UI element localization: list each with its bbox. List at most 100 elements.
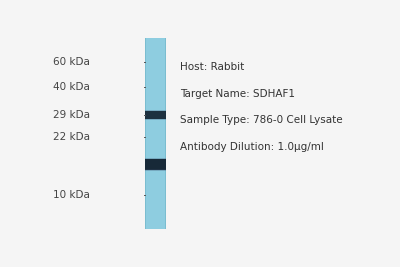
Bar (144, 68, 166, 69)
Bar (144, 201, 166, 202)
Bar (144, 212, 166, 213)
Bar (144, 135, 166, 136)
Bar (144, 178, 166, 179)
Bar (144, 206, 166, 207)
Bar (144, 184, 166, 185)
Bar (144, 214, 166, 215)
Bar (144, 38, 146, 229)
Bar (144, 226, 166, 227)
Bar (144, 40, 166, 41)
Bar (144, 107, 166, 108)
Bar (144, 52, 166, 53)
Bar (144, 44, 166, 45)
Bar (144, 193, 166, 194)
Bar (144, 133, 166, 134)
Bar (144, 97, 166, 98)
Bar (144, 81, 166, 82)
Bar (144, 69, 166, 70)
Bar (144, 116, 166, 117)
Bar (144, 55, 166, 56)
Bar (144, 86, 166, 87)
Bar (144, 49, 166, 50)
Bar (144, 90, 166, 91)
Bar (144, 62, 166, 63)
Bar (144, 72, 166, 73)
Text: Antibody Dilution: 1.0µg/ml: Antibody Dilution: 1.0µg/ml (180, 142, 324, 152)
Bar (144, 146, 166, 147)
Bar (144, 98, 166, 99)
Bar (144, 129, 166, 130)
Bar (144, 228, 166, 229)
Bar (144, 94, 166, 95)
Bar (144, 175, 166, 176)
Bar (144, 89, 166, 90)
Bar (144, 225, 166, 226)
Bar (144, 122, 166, 123)
Bar (144, 167, 166, 168)
Bar (144, 171, 166, 172)
Bar (144, 182, 166, 183)
Bar (144, 103, 166, 104)
Bar (144, 143, 166, 144)
Bar (144, 169, 166, 171)
Bar (144, 188, 166, 189)
Bar (144, 113, 166, 114)
Bar (144, 127, 166, 128)
Text: 60 kDa: 60 kDa (53, 57, 90, 67)
Bar (144, 174, 166, 175)
Bar (144, 176, 166, 177)
Bar (144, 162, 166, 163)
Bar (144, 119, 166, 120)
Bar (144, 219, 166, 220)
Bar (144, 218, 166, 219)
Bar (144, 73, 166, 74)
Bar (144, 191, 166, 192)
Bar (144, 46, 166, 47)
Bar (144, 145, 166, 146)
Bar (144, 208, 166, 209)
Bar (144, 99, 166, 100)
Bar (144, 137, 166, 138)
Bar (144, 128, 166, 129)
Bar (144, 195, 166, 196)
Bar (144, 61, 166, 62)
Bar (144, 71, 166, 72)
Bar (144, 147, 166, 148)
Bar (144, 221, 166, 222)
Bar (144, 58, 166, 59)
Bar (144, 200, 166, 201)
Bar (144, 153, 166, 154)
Bar (144, 140, 166, 141)
Bar (144, 53, 166, 54)
Bar (144, 92, 166, 93)
Bar (144, 186, 166, 187)
Bar (144, 177, 166, 178)
Bar (144, 130, 166, 131)
Bar (165, 38, 166, 229)
Bar (144, 165, 166, 166)
Bar (144, 160, 166, 161)
Bar (144, 220, 166, 221)
Bar (144, 42, 166, 43)
Bar (144, 54, 166, 55)
Bar (144, 181, 166, 182)
Bar (144, 56, 166, 57)
Bar (144, 148, 166, 149)
Bar (144, 132, 166, 133)
Bar (144, 66, 166, 67)
Bar (144, 111, 166, 119)
Bar (144, 159, 166, 170)
Bar (144, 192, 166, 193)
Bar (144, 50, 166, 51)
Bar (144, 170, 166, 171)
Bar (144, 64, 166, 65)
Bar (144, 83, 166, 84)
Bar (144, 164, 166, 165)
Bar (144, 187, 166, 188)
Bar (144, 102, 166, 103)
Bar (144, 112, 166, 113)
Bar (144, 80, 166, 81)
Bar (144, 216, 166, 217)
Bar (144, 82, 166, 83)
Bar (144, 57, 166, 58)
